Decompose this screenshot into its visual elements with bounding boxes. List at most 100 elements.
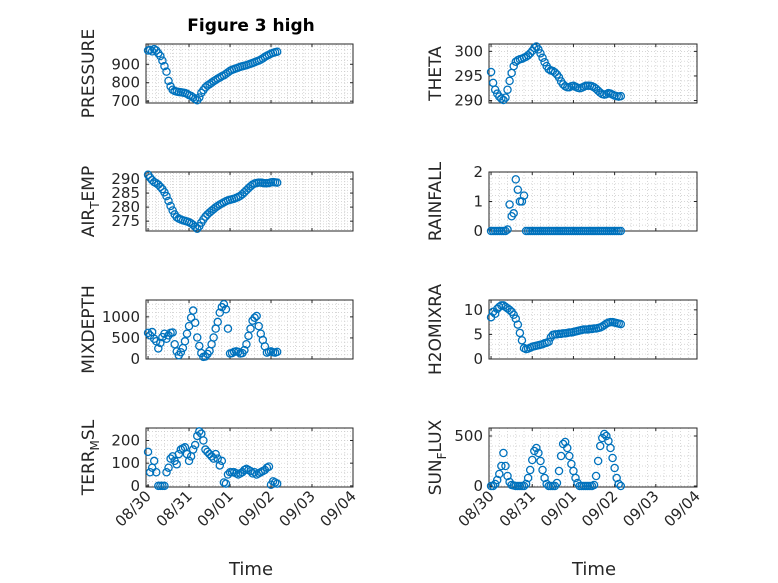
data-point [190, 222, 200, 232]
y-tick-label: 100 [111, 454, 140, 472]
data-point [195, 93, 204, 102]
data-point [219, 299, 229, 309]
y-tick-label: 0 [473, 222, 483, 240]
y-tick-label: 290 [454, 92, 483, 110]
data-point [190, 94, 200, 104]
data-point [501, 461, 510, 471]
data-point [501, 93, 510, 102]
data-point [610, 463, 619, 473]
data-point [614, 479, 623, 489]
data-point [589, 480, 599, 490]
y-axis-label: RAINFALL [426, 161, 446, 241]
data-point [552, 478, 562, 488]
data-point [223, 324, 233, 333]
y-tick-label: 275 [111, 212, 140, 230]
data-point [593, 456, 603, 466]
y-tick-label: 1000 [102, 308, 140, 326]
data-point [538, 465, 547, 475]
data-point [168, 328, 177, 337]
y-axis-label-rest: EMP [79, 166, 99, 202]
data-point [497, 461, 506, 471]
data-point [523, 473, 533, 483]
y-axis-label: SUNFLUX [426, 419, 449, 495]
y-tick-label: 900 [111, 55, 140, 73]
data-point [595, 441, 605, 451]
data-point [149, 456, 159, 466]
data-point [525, 49, 535, 58]
data-point [538, 53, 547, 63]
data-point [488, 481, 498, 491]
y-tick-label: 285 [111, 184, 140, 202]
data-point [221, 479, 231, 488]
y-tick-label: 290 [111, 170, 140, 188]
figure-title: Figure 3 high [187, 16, 315, 36]
data-point [532, 443, 541, 453]
data-point [162, 467, 171, 477]
data-point [517, 336, 527, 345]
data-point [534, 448, 543, 458]
subplot-row3-right: 0 5 10 H2OMIXRA [426, 284, 698, 375]
data-point [188, 445, 198, 454]
data-point [162, 67, 171, 76]
data-point [272, 47, 282, 56]
data-point [252, 311, 261, 321]
data-point [209, 454, 218, 463]
y-tick-label: 500 [454, 427, 483, 445]
y-tick-label: 0 [473, 477, 483, 495]
data-point [519, 481, 529, 491]
data-point [188, 306, 198, 315]
y-axis-label-main: SUN [426, 459, 446, 495]
data-point [591, 471, 601, 481]
data-point [215, 461, 225, 470]
data-point [544, 64, 553, 74]
axes-box [145, 427, 354, 488]
data-point [192, 333, 202, 342]
data-point [240, 345, 249, 355]
y-axis-label: H2OMIXRA [426, 284, 446, 375]
data-point [272, 479, 282, 488]
data-point [227, 348, 237, 358]
data-point [497, 94, 506, 103]
data-point [166, 201, 175, 211]
data-point [182, 329, 192, 338]
axes-box [145, 171, 354, 232]
data-point [490, 479, 500, 489]
data-point [490, 309, 500, 319]
data-point [160, 329, 169, 338]
y-tick-label: 295 [454, 67, 483, 85]
data-point [503, 85, 512, 94]
y-tick-label: 500 [111, 329, 140, 347]
data-point [246, 466, 255, 476]
y-tick-label: 0 [473, 350, 483, 368]
data-point [571, 473, 580, 483]
data-point [190, 440, 200, 450]
y-tick-label: 2 [473, 163, 483, 181]
data-point [272, 178, 282, 187]
data-point [509, 209, 518, 218]
data-point [156, 338, 165, 348]
data-point [602, 431, 611, 441]
y-axis-label-subscript: T [88, 201, 102, 210]
data-point [606, 443, 615, 453]
data-point [184, 456, 194, 466]
data-point [143, 447, 153, 457]
y-axis-label-subscript: F [435, 452, 449, 459]
data-point [499, 95, 508, 105]
data-point [519, 191, 529, 200]
data-point [511, 175, 521, 184]
y-axis-label-rest: LUX [426, 419, 446, 452]
data-point [513, 185, 523, 194]
data-point [595, 88, 605, 97]
data-point [556, 451, 566, 461]
x-axis-label-left: Time [228, 559, 273, 580]
data-point [192, 431, 202, 441]
data-point [160, 481, 169, 491]
y-axis-label: MIXDEPTH [79, 285, 99, 374]
data-point [505, 305, 514, 315]
data-point [149, 334, 159, 344]
x-axis-label-right: Time [571, 559, 616, 580]
data-point [195, 427, 204, 436]
